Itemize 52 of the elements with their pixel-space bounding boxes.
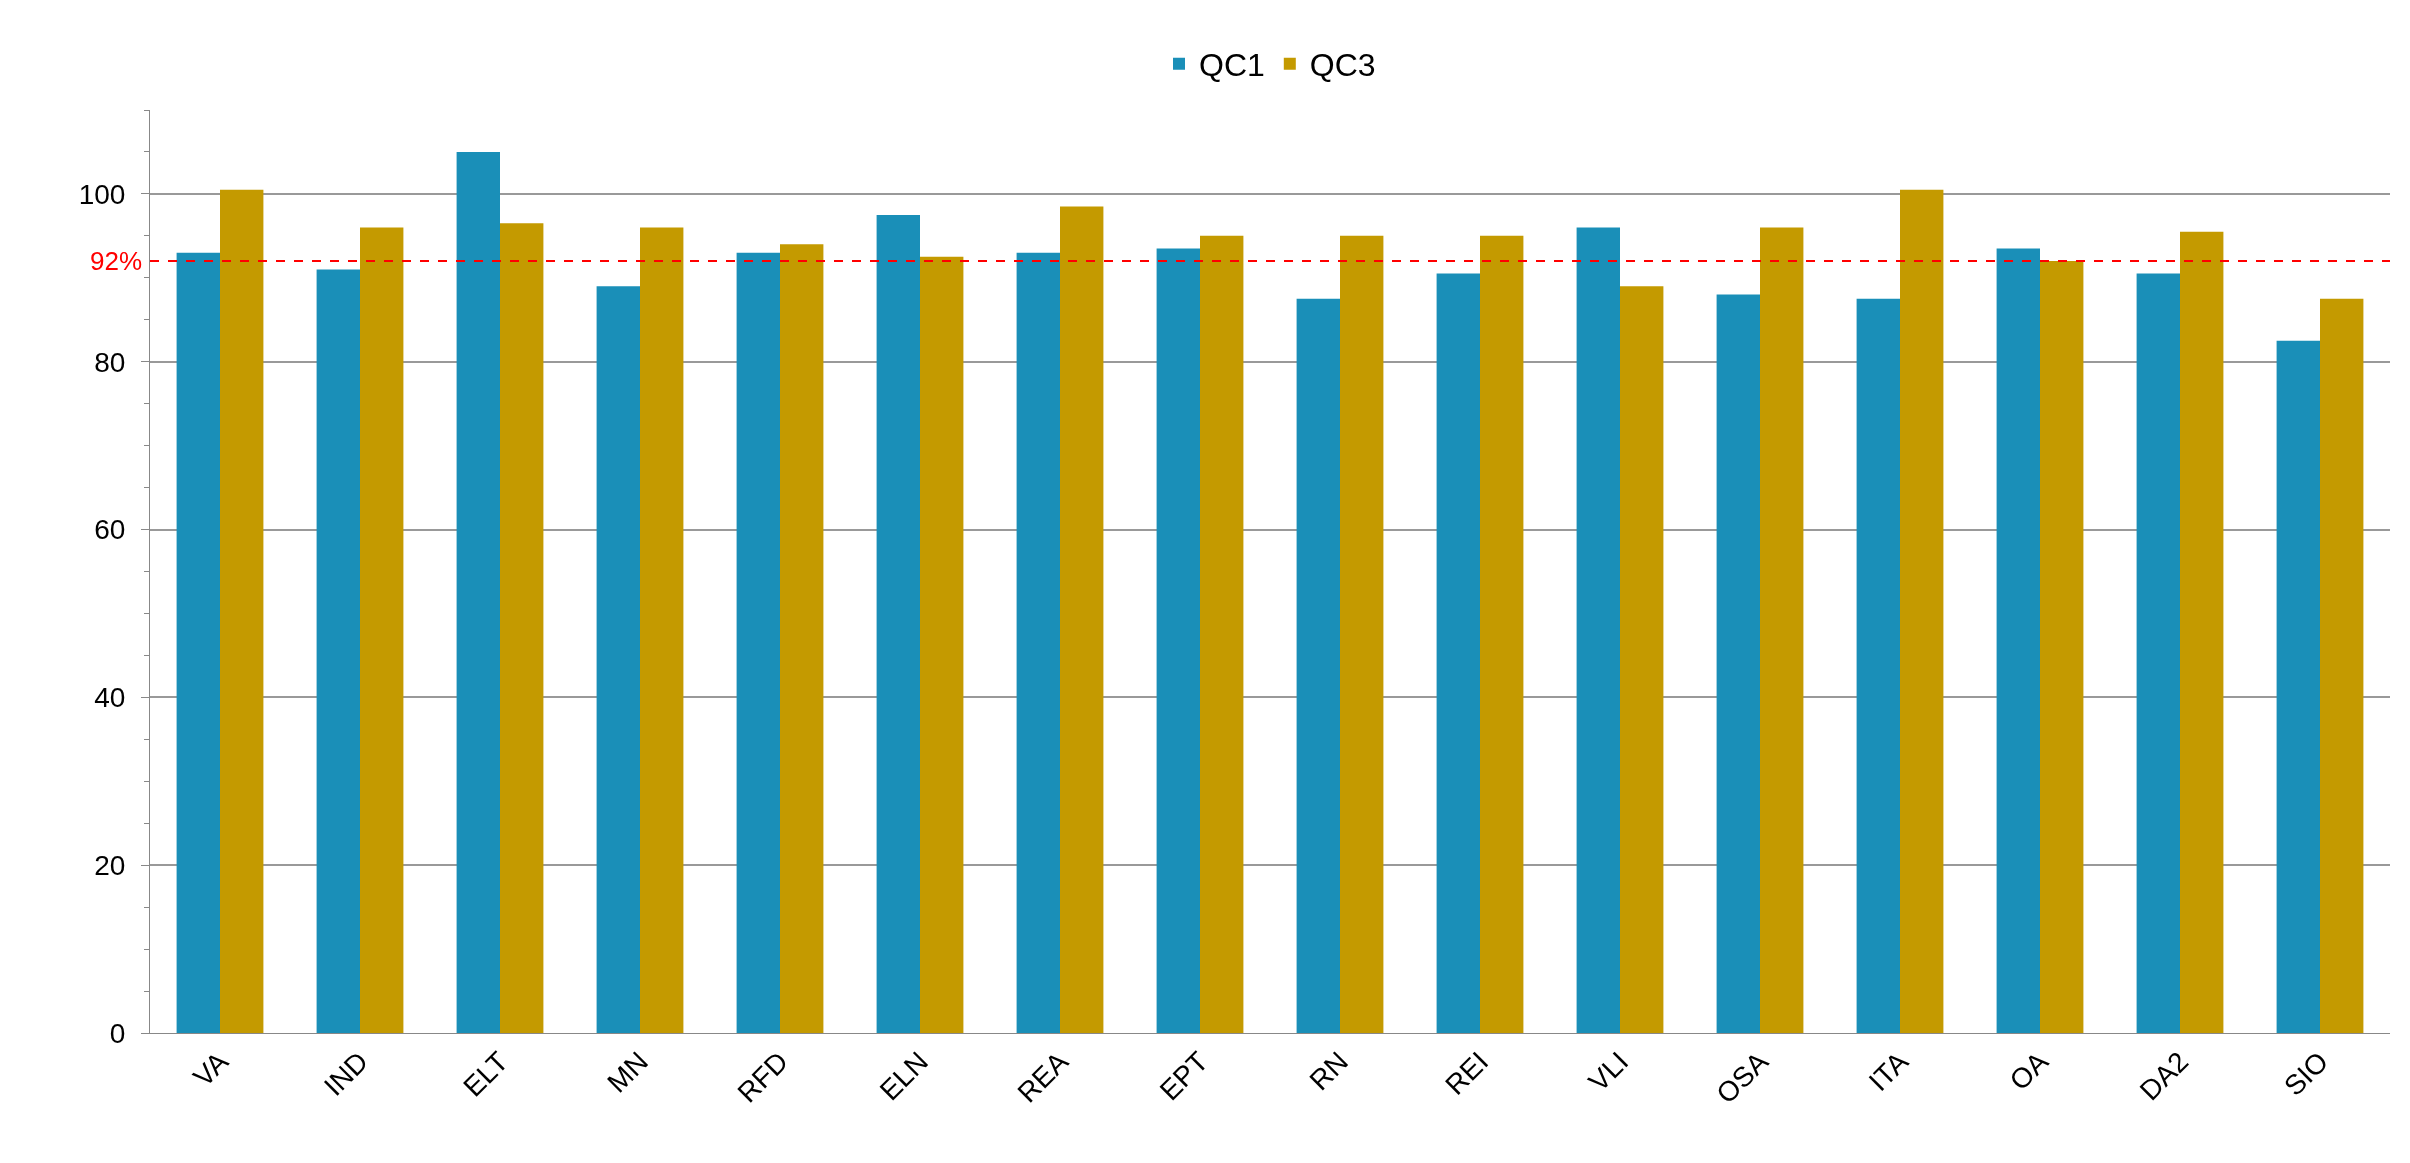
x-tick-label: ELT	[457, 1045, 515, 1103]
legend-label: QC3	[1309, 47, 1376, 84]
x-tick-label: REI	[1439, 1045, 1495, 1101]
y-tick-label: 40	[94, 682, 126, 714]
bar	[1060, 206, 1104, 1033]
x-tick-label: RN	[1303, 1045, 1355, 1097]
bar	[176, 252, 220, 1033]
x-tick-label: MN	[601, 1045, 655, 1099]
bar	[2276, 340, 2320, 1033]
bar	[2180, 231, 2224, 1033]
y-tick-label: 60	[94, 514, 126, 546]
y-tick-label: 100	[78, 178, 126, 210]
bar	[1296, 298, 1340, 1033]
bar	[456, 151, 500, 1033]
x-tick-label: OSA	[1710, 1045, 1775, 1110]
bar	[780, 244, 824, 1033]
bar	[316, 269, 360, 1033]
bar	[1760, 227, 1804, 1033]
y-tick-label: 20	[94, 849, 126, 881]
bar	[220, 189, 264, 1033]
bar	[500, 223, 544, 1033]
x-tick-label: SIO	[2278, 1045, 2335, 1102]
bar	[1856, 298, 1900, 1033]
bar	[1200, 235, 1244, 1033]
x-tick-label: ITA	[1862, 1045, 1915, 1098]
x-tick-label: VLI	[1582, 1045, 1635, 1098]
bar	[640, 227, 684, 1033]
x-tick-label: VA	[187, 1045, 235, 1093]
bar	[1996, 248, 2040, 1033]
bar	[1716, 294, 1760, 1033]
bar	[1016, 252, 1060, 1033]
x-tick-label: IND	[318, 1045, 375, 1102]
bar	[2320, 298, 2364, 1033]
bar	[1480, 235, 1524, 1033]
x-tick-label: OA	[2003, 1045, 2055, 1097]
bar	[1576, 227, 1620, 1033]
y-tick-label: 80	[94, 346, 126, 378]
bar	[920, 256, 964, 1033]
bar	[876, 214, 920, 1033]
bar	[596, 286, 640, 1033]
ref-line-label: 92%	[90, 246, 143, 276]
bar	[1340, 235, 1384, 1033]
bar	[2040, 261, 2084, 1033]
bar	[736, 252, 780, 1033]
bar	[360, 227, 404, 1033]
bar	[1156, 248, 1200, 1033]
bar	[1436, 273, 1480, 1033]
legend-label: QC1	[1199, 47, 1265, 84]
y-tick-label: 0	[109, 1017, 126, 1049]
bar	[1620, 286, 1664, 1033]
bar	[2136, 273, 2180, 1033]
bar	[1900, 189, 1944, 1033]
